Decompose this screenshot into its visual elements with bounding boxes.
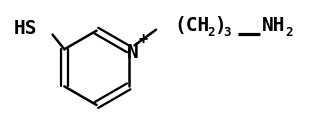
Text: 2: 2 bbox=[285, 26, 292, 39]
Text: (CH: (CH bbox=[175, 16, 210, 35]
Text: NH: NH bbox=[262, 16, 285, 35]
Text: 2: 2 bbox=[207, 26, 214, 39]
Text: ): ) bbox=[214, 16, 225, 35]
Text: N: N bbox=[127, 43, 138, 62]
Text: 3: 3 bbox=[223, 26, 231, 39]
Text: +: + bbox=[138, 32, 148, 47]
Text: HS: HS bbox=[13, 19, 37, 38]
